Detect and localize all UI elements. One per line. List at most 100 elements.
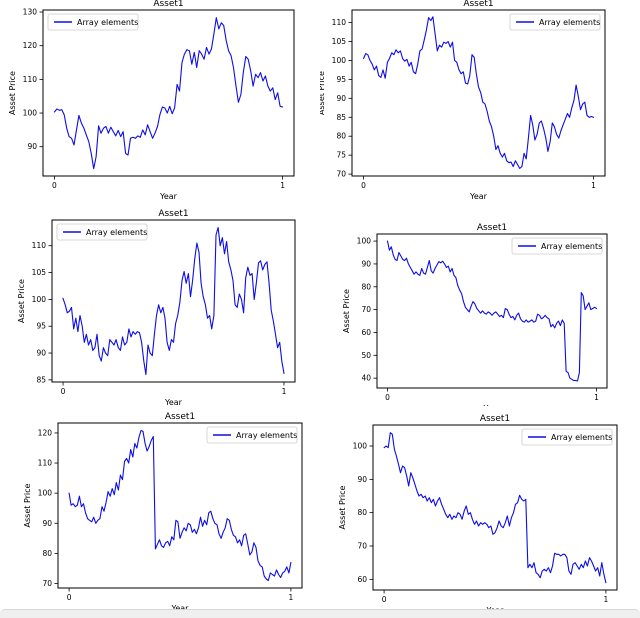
subplot-1: Asset1 90 100 110 120 130 0 1 Year Asset Price Arr… [0,0,320,203]
y-tick-label: 50 [361,351,371,360]
y-tick-label: 120 [23,41,38,50]
chart-title: Asset1 [480,414,510,424]
legend: Array elements [47,13,139,31]
x-tick-label: 1 [594,393,599,402]
y-tick-label: 110 [332,18,347,27]
chart-canvas: Asset1 40 50 60 70 80 90 100 0 1 Year Asset Price Ar… [342,223,608,406]
y-tick-label: 60 [357,575,367,584]
x-axis-label: Year [159,192,178,201]
price-line [362,16,595,169]
subplot-4: Asset1 40 50 60 70 80 90 100 0 1 Year Asset Price Ar… [320,203,640,406]
y-axis-label: Asset Price [342,289,351,333]
x-axis-label: Year [486,606,505,609]
chart-canvas: Asset1 60 70 80 90 100 0 1 Year Asset Price Array … [338,414,618,609]
x-tick-label: 0 [385,393,390,402]
legend-box [47,13,139,31]
y-tick-label: 90 [42,519,52,528]
y-tick-label: 105 [32,268,47,277]
x-axis-label: Year [171,604,190,609]
y-tick-label: 110 [32,241,47,250]
plot-area [57,422,303,589]
y-axis-label: Asset Price [320,71,326,115]
legend: Array elements [509,13,601,31]
legend-label: Array elements [236,431,297,440]
x-tick-label: 1 [289,593,294,602]
legend-label: Array elements [86,228,147,237]
chart-title: Asset1 [477,223,507,233]
y-tick-label: 80 [361,282,371,291]
legend: Array elements [206,426,298,444]
legend: Array elements [56,223,148,241]
plot-area [42,9,295,177]
plot-area [376,233,608,389]
legend-label: Array elements [541,242,602,251]
y-tick-label: 85 [336,113,346,122]
y-tick-label: 80 [336,132,346,141]
x-tick-label: 0 [67,593,72,602]
plot-area [372,424,618,591]
price-line [386,240,598,382]
y-tick-label: 105 [332,37,347,46]
legend-box [206,426,298,444]
x-axis-label: Year [164,398,183,406]
y-axis-label: Asset Price [8,71,17,115]
legend: Array elements [511,237,603,255]
subplot-6: Asset1 60 70 80 90 100 0 1 Year Asset Price Array … [320,406,640,609]
x-tick-label: 1 [604,595,609,604]
price-line [383,432,607,584]
chart-title: Asset1 [158,209,188,219]
x-tick-label: 1 [280,181,285,190]
legend-label: Array elements [539,18,600,27]
y-tick-label: 100 [332,56,347,65]
y-tick-label: 100 [38,489,53,498]
legend-label: Array elements [551,433,612,442]
subplot-5: Asset1 70 80 90 100 110 120 0 1 Year Asset Price Ar… [0,406,320,609]
chart-title: Asset1 [463,0,493,9]
y-tick-label: 60 [361,328,371,337]
y-tick-label: 120 [38,428,53,437]
y-tick-label: 95 [36,322,46,331]
y-tick-label: 80 [357,508,367,517]
y-tick-label: 100 [32,295,47,304]
x-tick-label: 0 [52,181,57,190]
y-tick-label: 130 [23,8,38,17]
x-tick-label: 0 [61,387,66,396]
x-axis-label: Year [469,192,488,201]
legend-box [509,13,601,31]
x-axis-label: Year [483,404,502,406]
plot-area [51,219,296,383]
x-tick-label: 0 [361,181,366,190]
subplot-3: Asset1 85 90 95 100 105 110 0 1 Year Asset Price Ar… [0,203,320,406]
y-tick-label: 90 [27,142,37,151]
y-tick-label: 100 [353,442,368,451]
plot-area [351,9,606,177]
chart-canvas: Asset1 70 75 80 85 90 95 100 105 110 0 1 Year Asset P… [320,0,606,201]
legend: Array elements [521,428,613,446]
y-tick-label: 90 [357,475,367,484]
y-axis-label: Asset Price [338,485,347,529]
legend-box [56,223,148,241]
y-tick-label: 70 [361,305,371,314]
y-tick-label: 90 [336,94,346,103]
y-tick-label: 70 [336,170,346,179]
chart-canvas: Asset1 70 80 90 100 110 120 0 1 Year Asset Price Ar… [23,412,303,609]
x-tick-label: 1 [591,181,596,190]
y-tick-label: 70 [357,542,367,551]
y-axis-label: Asset Price [17,279,26,323]
chart-canvas: Asset1 90 100 110 120 130 0 1 Year Asset Price Arr… [8,0,295,201]
y-tick-label: 100 [357,237,372,246]
subplot-2: Asset1 70 75 80 85 90 95 100 105 110 0 1 Year Asset P… [320,0,640,203]
bottom-scrollbar-track[interactable] [0,609,640,618]
y-tick-label: 100 [23,109,38,118]
y-tick-label: 75 [336,151,346,160]
y-tick-label: 70 [42,579,52,588]
y-tick-label: 110 [38,459,53,468]
x-tick-label: 0 [382,595,387,604]
legend-label: Array elements [77,18,138,27]
chart-title: Asset1 [153,0,183,9]
x-tick-label: 1 [282,387,287,396]
y-tick-label: 90 [361,259,371,268]
y-tick-label: 90 [36,349,46,358]
y-axis-label: Asset Price [23,483,32,527]
